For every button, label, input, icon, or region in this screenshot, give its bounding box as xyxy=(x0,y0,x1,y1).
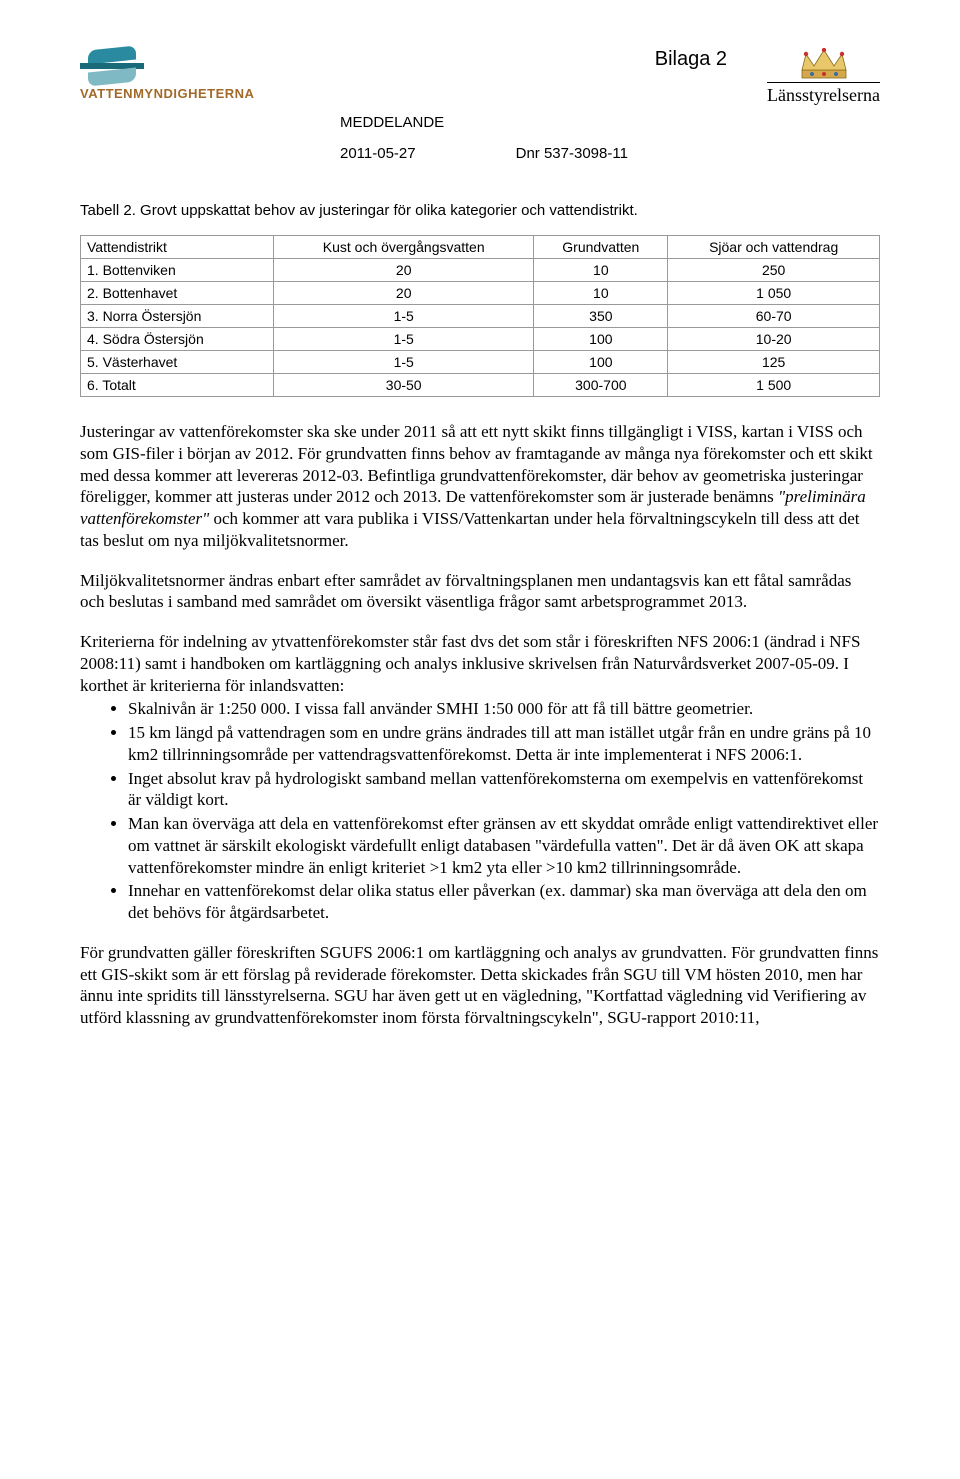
col-header: Grundvatten xyxy=(534,236,668,259)
paragraph: För grundvatten gäller föreskriften SGUF… xyxy=(80,942,880,1029)
table-row: 4. Södra Östersjön 1-5 100 10-20 xyxy=(81,328,880,351)
paragraph-text: Justeringar av vattenförekomster ska ske… xyxy=(80,422,873,506)
table-cell: 2. Bottenhavet xyxy=(81,282,274,305)
table-cell: 20 xyxy=(274,282,534,305)
paragraph: Justeringar av vattenförekomster ska ske… xyxy=(80,421,880,552)
logo-lansstyrelserna: Länsstyrelserna xyxy=(767,48,880,106)
table-cell: 1-5 xyxy=(274,351,534,374)
table-cell: 3. Norra Östersjön xyxy=(81,305,274,328)
table-cell: 1. Bottenviken xyxy=(81,259,274,282)
table-cell: 1 050 xyxy=(668,282,880,305)
list-item: Man kan överväga att dela en vattenförek… xyxy=(128,813,880,878)
table-row: 6. Totalt 30-50 300-700 1 500 xyxy=(81,374,880,397)
table-cell: 100 xyxy=(534,328,668,351)
logo-left-text: VATTENMYNDIGHETERNA xyxy=(80,86,254,101)
table-cell: 1-5 xyxy=(274,328,534,351)
list-item: Skalnivån är 1:250 000. I vissa fall anv… xyxy=(128,698,880,720)
table-cell: 125 xyxy=(668,351,880,374)
table-row: 2. Bottenhavet 20 10 1 050 xyxy=(81,282,880,305)
table-cell: 5. Västerhavet xyxy=(81,351,274,374)
table-cell: 30-50 xyxy=(274,374,534,397)
list-item: 15 km längd på vattendragen som en undre… xyxy=(128,722,880,766)
attachment-label: Bilaga 2 xyxy=(655,48,727,71)
header-row: VATTENMYNDIGHETERNA Bilaga 2 Länsstyrels… xyxy=(80,48,880,106)
document-meta: MEDDELANDE 2011-05-27 Dnr 537-3098-11 xyxy=(340,114,880,162)
table-caption: Tabell 2. Grovt uppskattat behov av just… xyxy=(80,202,880,219)
meta-dnr: Dnr 537-3098-11 xyxy=(516,145,628,162)
meta-date: 2011-05-27 xyxy=(340,145,416,162)
col-header: Vattendistrikt xyxy=(81,236,274,259)
table-cell: 6. Totalt xyxy=(81,374,274,397)
table-cell: 1-5 xyxy=(274,305,534,328)
table-cell: 10 xyxy=(534,282,668,305)
logo-right-text: Länsstyrelserna xyxy=(767,82,880,106)
crown-icon xyxy=(798,48,850,80)
list-item: Inget absolut krav på hydrologiskt samba… xyxy=(128,768,880,812)
col-header: Sjöar och vattendrag xyxy=(668,236,880,259)
table-cell: 100 xyxy=(534,351,668,374)
table-header-row: Vattendistrikt Kust och övergångsvatten … xyxy=(81,236,880,259)
table-cell: 10-20 xyxy=(668,328,880,351)
logo-vattenmyndigheterna: VATTENMYNDIGHETERNA xyxy=(80,48,254,101)
table-cell: 1 500 xyxy=(668,374,880,397)
table-row: 5. Västerhavet 1-5 100 125 xyxy=(81,351,880,374)
table-cell: 350 xyxy=(534,305,668,328)
meta-title: MEDDELANDE xyxy=(340,114,880,131)
table-cell: 250 xyxy=(668,259,880,282)
table-cell: 4. Södra Östersjön xyxy=(81,328,274,351)
paragraph: Kriterierna för indelning av ytvattenför… xyxy=(80,631,880,696)
paragraph: Miljökvalitetsnormer ändras enbart efter… xyxy=(80,570,880,614)
criteria-list: Skalnivån är 1:250 000. I vissa fall anv… xyxy=(80,698,880,924)
body-text: Justeringar av vattenförekomster ska ske… xyxy=(80,421,880,1029)
table-cell: 10 xyxy=(534,259,668,282)
table-cell: 20 xyxy=(274,259,534,282)
logo-left-icon xyxy=(80,48,144,84)
list-item: Innehar en vattenförekomst delar olika s… xyxy=(128,880,880,924)
table-row: 1. Bottenviken 20 10 250 xyxy=(81,259,880,282)
adjustment-table: Vattendistrikt Kust och övergångsvatten … xyxy=(80,235,880,397)
document-page: VATTENMYNDIGHETERNA Bilaga 2 Länsstyrels… xyxy=(0,0,960,1107)
table-cell: 300-700 xyxy=(534,374,668,397)
col-header: Kust och övergångsvatten xyxy=(274,236,534,259)
table-row: 3. Norra Östersjön 1-5 350 60-70 xyxy=(81,305,880,328)
table-cell: 60-70 xyxy=(668,305,880,328)
